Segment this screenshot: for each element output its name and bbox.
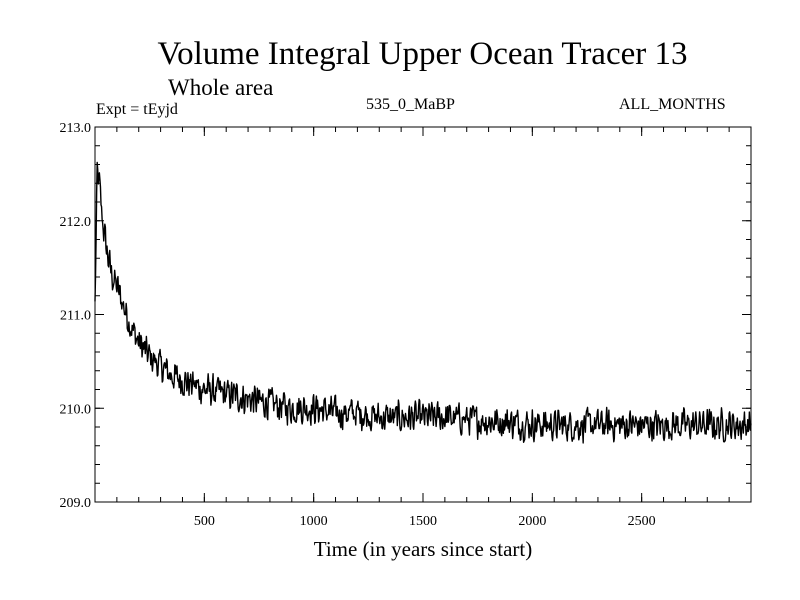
y-tick-label: 212.0 bbox=[60, 215, 92, 230]
tick-layer: 209.0 210.0 211.0 212.0 213.0 500 1000 1500 2000… bbox=[60, 121, 751, 529]
period-label: 535_0_MaBP bbox=[366, 96, 455, 113]
x-tick-label: 1000 bbox=[300, 514, 328, 529]
y-tick-label: 209.0 bbox=[60, 496, 92, 511]
x-tick-label: 500 bbox=[194, 514, 215, 529]
y-tick-label: 210.0 bbox=[60, 402, 92, 417]
months-label: ALL_MONTHS bbox=[619, 96, 726, 113]
experiment-label: Expt = tEyjd bbox=[96, 101, 178, 118]
y-tick-label: 213.0 bbox=[60, 121, 92, 136]
x-tick-label: 2000 bbox=[518, 514, 546, 529]
plot-frame bbox=[94, 126, 752, 503]
y-tick-label: 211.0 bbox=[60, 309, 91, 324]
chart-subtitle: Whole area bbox=[168, 75, 274, 100]
x-tick-label: 2500 bbox=[628, 514, 656, 529]
chart-title: Volume Integral Upper Ocean Tracer 13 bbox=[157, 36, 688, 72]
x-tick-label: 1500 bbox=[409, 514, 437, 529]
series-layer bbox=[94, 161, 752, 444]
series-line bbox=[94, 161, 752, 444]
x-axis-label: Time (in years since start) bbox=[313, 537, 533, 561]
